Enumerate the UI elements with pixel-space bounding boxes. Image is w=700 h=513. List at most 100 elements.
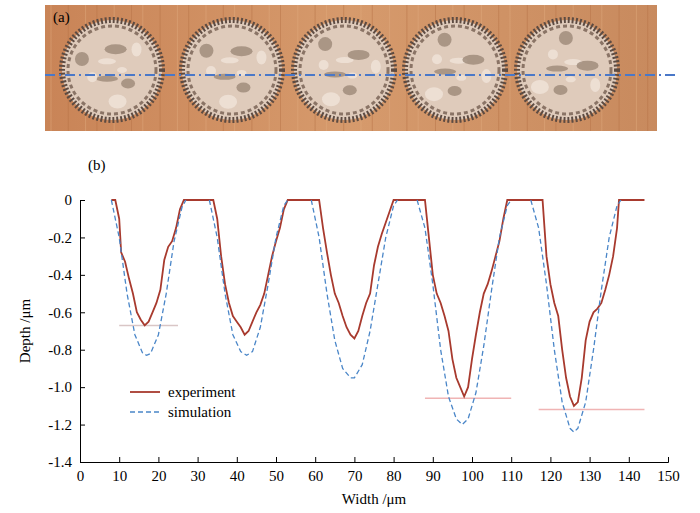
tick-mark <box>315 457 316 462</box>
figure: (a)(b)0102030405060708090100110120130140… <box>0 0 700 513</box>
crater-texture <box>117 67 127 73</box>
tick-label: 130 <box>579 468 602 484</box>
crater-rim <box>188 26 276 114</box>
tick-mark <box>433 457 434 462</box>
tick: 60 <box>308 457 323 484</box>
tick-mark <box>198 457 199 462</box>
tick-label: -1.0 <box>48 379 72 395</box>
crater-texture <box>132 42 142 56</box>
tick-label: -1.2 <box>48 417 72 433</box>
tick-mark <box>472 457 473 462</box>
tick-label: 10 <box>112 468 127 484</box>
plot-area <box>111 200 644 432</box>
tick: -0.6 <box>48 305 85 321</box>
crater-texture <box>566 76 576 82</box>
reference-line <box>425 398 511 400</box>
tick-mark <box>80 237 85 238</box>
crater-texture <box>425 87 443 101</box>
crater-texture <box>577 61 599 71</box>
crater-texture <box>343 85 357 95</box>
x-axis-title: Width /μm <box>342 491 407 507</box>
tick: -0.8 <box>48 342 85 358</box>
crater-texture <box>105 44 127 54</box>
crater-texture <box>121 78 135 88</box>
tick-label: -0.2 <box>48 230 72 246</box>
crater-texture <box>554 85 568 95</box>
tick-label: 80 <box>387 468 402 484</box>
crater-texture <box>199 44 213 58</box>
crater-rim <box>68 26 156 114</box>
tick: -1.4 <box>48 454 85 470</box>
crater-spot <box>405 20 505 120</box>
legend-label: simulation <box>168 404 232 420</box>
tick-label: -0.4 <box>48 267 72 283</box>
tick-label: 0 <box>77 468 85 484</box>
photo-streak <box>51 5 52 131</box>
axis-line <box>81 457 669 463</box>
crater-texture <box>371 60 381 74</box>
tick-mark <box>511 457 512 462</box>
tick-mark <box>80 387 85 388</box>
tick: 150 <box>657 457 680 484</box>
crater-texture <box>531 80 549 94</box>
tick-label: -0.6 <box>48 305 72 321</box>
crater-rim <box>411 26 499 114</box>
tick-mark <box>590 457 591 462</box>
tick-label: 30 <box>191 468 206 484</box>
x-axis: 0102030405060708090100110120130140150 <box>77 457 680 484</box>
tick-label: 0 <box>65 192 73 208</box>
tick-mark <box>80 200 85 201</box>
y-axis: 0 -0.2 -0.4 -0.6 -0.8 -1.0 -1.2 -1.4 <box>48 192 85 470</box>
crater-texture <box>219 95 237 109</box>
crater-texture <box>236 83 250 93</box>
legend-swatch <box>130 391 160 393</box>
tick-label: 100 <box>461 468 484 484</box>
tick-label: -0.8 <box>48 342 72 358</box>
crater-texture <box>462 55 484 65</box>
tick-mark <box>80 425 85 426</box>
crater-rim <box>523 26 611 114</box>
tick-label: 140 <box>618 468 641 484</box>
tick-mark <box>354 457 355 462</box>
crater-spot <box>182 20 282 120</box>
crater-texture <box>456 75 466 81</box>
y-axis-title: Depth /μm <box>17 299 33 364</box>
crater-texture <box>319 60 329 70</box>
crater-texture <box>96 76 118 82</box>
tick-mark <box>80 312 85 313</box>
tick: 40 <box>230 457 245 484</box>
tick: -0.4 <box>48 267 85 283</box>
tick-mark <box>119 457 120 462</box>
crater-texture <box>448 86 462 96</box>
crater-texture <box>221 57 239 63</box>
tick: 130 <box>579 457 602 484</box>
tick: 90 <box>426 457 441 484</box>
tick-mark <box>237 457 238 462</box>
tick: 0 <box>65 192 86 208</box>
tick: 10 <box>112 457 127 484</box>
photo-streak <box>619 5 620 131</box>
crater-texture <box>231 46 253 56</box>
tick: 140 <box>618 457 641 484</box>
tick: -1.0 <box>48 379 85 395</box>
crater-texture <box>75 52 89 66</box>
tick: 110 <box>501 457 523 484</box>
reference-line <box>119 325 178 327</box>
series-line <box>111 200 621 432</box>
tick-mark <box>158 457 159 462</box>
tick: 70 <box>347 457 362 484</box>
tick: 100 <box>461 457 484 484</box>
crater-spot <box>517 20 617 120</box>
legend-swatch <box>130 411 160 412</box>
tick-label: 50 <box>269 468 284 484</box>
crater-texture <box>87 72 97 82</box>
crater-texture <box>438 33 452 47</box>
crater-texture <box>318 37 332 51</box>
photo-background <box>45 5 657 131</box>
tick-mark <box>276 457 277 462</box>
legend-item: experiment <box>130 384 236 400</box>
tick-mark <box>394 457 395 462</box>
axis-line <box>81 201 86 463</box>
tick-mark <box>629 457 630 462</box>
photo-streak <box>510 5 511 131</box>
